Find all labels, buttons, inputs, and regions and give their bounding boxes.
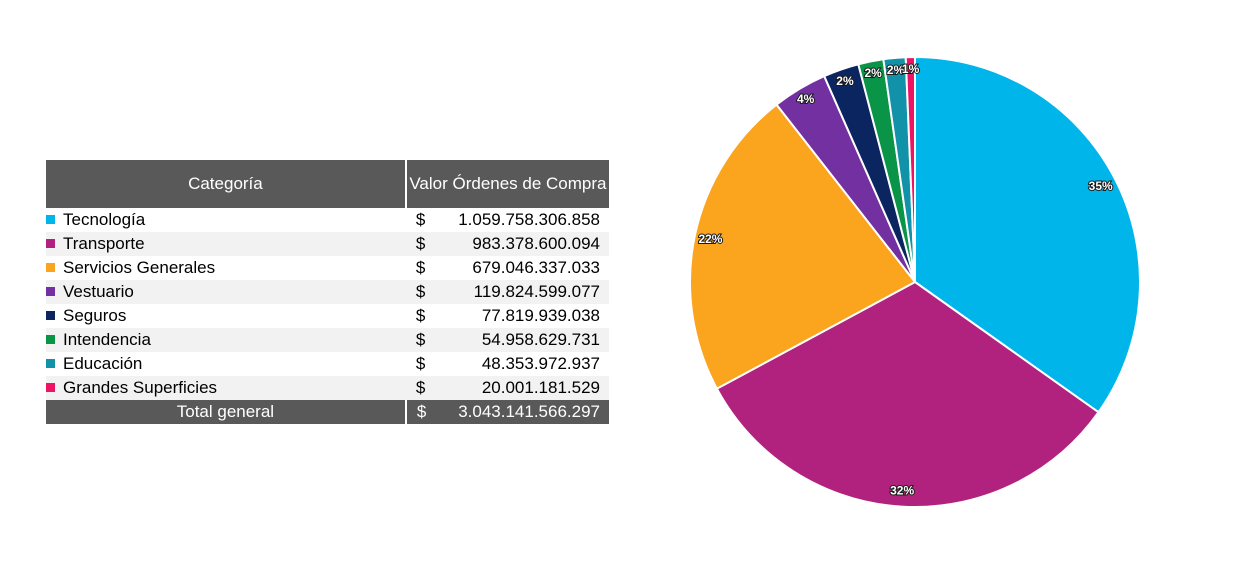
category-name: Vestuario (63, 282, 134, 301)
amount: 54.958.629.731 (481, 330, 600, 349)
table-row: Tecnología $1.059.758.306.858 (46, 208, 609, 232)
pie-label: 22% (698, 232, 722, 246)
pie-label: 32% (890, 484, 914, 498)
table-row: Seguros $77.819.939.038 (46, 304, 609, 328)
header-value: Valor Órdenes de Compra (405, 160, 609, 208)
pie-label: 4% (797, 92, 815, 106)
pie-label: 2% (887, 63, 905, 77)
amount: 119.824.599.077 (473, 282, 600, 301)
category-name: Servicios Generales (63, 258, 216, 277)
table-header-row: Categoría Valor Órdenes de Compra (46, 160, 609, 208)
legend-swatch (46, 311, 55, 320)
header-category: Categoría (46, 160, 407, 208)
currency-symbol: $ (415, 282, 426, 301)
legend-swatch (46, 239, 55, 248)
pie-slice (904, 55, 916, 283)
amount: 77.819.939.038 (481, 306, 600, 325)
legend-swatch (46, 359, 55, 368)
currency-symbol: $ (415, 210, 426, 229)
pie-label: 2% (836, 74, 854, 88)
pie-slices (689, 55, 1141, 508)
table-row: Grandes Superficies $20.001.181.529 (46, 376, 609, 400)
legend-swatch (46, 335, 55, 344)
category-name: Seguros (63, 306, 127, 325)
currency-symbol: $ (415, 258, 426, 277)
pie-slice (689, 103, 917, 391)
amount: 983.378.600.094 (472, 234, 600, 253)
amount: 48.353.972.937 (481, 354, 600, 373)
table-row: Educación $48.353.972.937 (46, 352, 609, 376)
amount: 679.046.337.033 (472, 258, 600, 277)
currency-symbol: $ (415, 330, 426, 349)
currency-symbol: $ (415, 306, 426, 325)
category-name: Grandes Superficies (63, 378, 218, 397)
pie-label: 1% (902, 62, 920, 76)
total-row: Total general $3.043.141.566.297 (46, 400, 609, 424)
category-name: Transporte (63, 234, 145, 253)
amount: 20.001.181.529 (481, 378, 600, 397)
category-name: Intendencia (63, 330, 151, 349)
table-row: Vestuario $119.824.599.077 (46, 280, 609, 304)
currency-symbol: $ (415, 354, 426, 373)
legend-swatch (46, 287, 55, 296)
table-row: Intendencia $54.958.629.731 (46, 328, 609, 352)
table-row: Transporte $983.378.600.094 (46, 232, 609, 256)
legend-swatch (46, 215, 55, 224)
currency-symbol: $ (415, 378, 426, 397)
legend-swatch (46, 383, 55, 392)
total-currency-symbol: $ (416, 402, 427, 421)
pie-labels: 35%32%22%4%2%2% 2%1% (697, 61, 1114, 499)
legend-swatch (46, 263, 55, 272)
total-label: Total general (46, 400, 407, 424)
category-name: Educación (63, 354, 143, 373)
data-table: Categoría Valor Órdenes de Compra Tecnol… (46, 160, 609, 424)
pie-label: 35% (1089, 179, 1113, 193)
category-name: Tecnología (63, 210, 146, 229)
currency-symbol: $ (415, 234, 426, 253)
table-row: Servicios Generales $679.046.337.033 (46, 256, 609, 280)
pie-slice (914, 55, 1141, 414)
total-amount: 3.043.141.566.297 (458, 402, 600, 421)
amount: 1.059.758.306.858 (458, 210, 600, 229)
pie-label: 2% (864, 66, 882, 80)
